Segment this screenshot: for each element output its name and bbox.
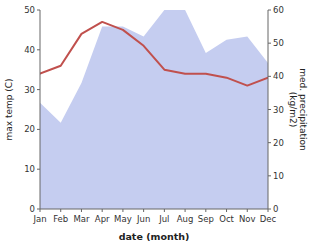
x-tick-label: Oct <box>219 214 234 224</box>
x-tick <box>102 209 103 212</box>
x-tick-label: Feb <box>53 214 68 224</box>
y-tick <box>37 169 40 170</box>
x-axis <box>40 209 268 210</box>
x-tick-label: Mar <box>73 214 90 224</box>
y-tick <box>37 10 40 11</box>
y2-tick <box>268 142 271 143</box>
y-tick-label: 20 <box>24 124 35 134</box>
y2-tick <box>268 10 271 11</box>
x-tick <box>122 209 123 212</box>
x-tick-label: Dec <box>260 214 277 224</box>
y2-axis-label-line: med. precipitation <box>298 68 308 150</box>
chart: JanFebMarAprMayJunJulAugSepOctNovDec0102… <box>0 0 318 247</box>
y2-tick <box>268 209 271 210</box>
y2-tick <box>268 175 271 176</box>
x-tick <box>143 209 144 212</box>
x-tick <box>226 209 227 212</box>
temp-line <box>40 22 268 86</box>
y-tick <box>37 209 40 210</box>
y2-tick-label: 10 <box>273 171 284 181</box>
x-tick <box>81 209 82 212</box>
y-axis-label: max temp (C) <box>4 78 14 140</box>
x-tick <box>247 209 248 212</box>
x-tick-label: Apr <box>95 214 110 224</box>
x-tick-label: Aug <box>177 214 194 224</box>
y-tick <box>37 129 40 130</box>
precip-area <box>40 10 268 209</box>
x-tick <box>205 209 206 212</box>
y-tick-label: 10 <box>24 164 35 174</box>
x-tick <box>185 209 186 212</box>
y2-tick-label: 60 <box>273 5 284 15</box>
y2-axis-label-line: (kg/m2) <box>288 92 298 127</box>
x-axis-label: date (month) <box>119 231 190 242</box>
y2-tick-label: 30 <box>273 105 284 115</box>
y-tick-label: 0 <box>30 204 35 214</box>
y-tick-label: 50 <box>24 5 35 15</box>
y-axis <box>40 10 41 209</box>
y2-tick-label: 50 <box>273 38 284 48</box>
x-tick-label: Sep <box>198 214 214 224</box>
y2-tick <box>268 76 271 77</box>
y2-tick-label: 40 <box>273 71 284 81</box>
x-tick-label: Nov <box>239 214 256 224</box>
y-tick-label: 40 <box>24 45 35 55</box>
y2-tick <box>268 109 271 110</box>
y2-axis-label: med. precipitation(kg/m2) <box>288 68 308 150</box>
x-tick <box>60 209 61 212</box>
plot-area <box>40 10 268 209</box>
x-tick-label: Jun <box>136 214 150 224</box>
x-tick-label: Jan <box>32 214 46 224</box>
y-tick <box>37 89 40 90</box>
y2-tick <box>268 43 271 44</box>
y2-tick-label: 0 <box>273 204 278 214</box>
x-tick <box>164 209 165 212</box>
x-tick-label: Jul <box>158 214 169 224</box>
y2-tick-label: 20 <box>273 138 284 148</box>
y-tick <box>37 49 40 50</box>
x-tick-label: May <box>114 214 132 224</box>
y-tick-label: 30 <box>24 85 35 95</box>
